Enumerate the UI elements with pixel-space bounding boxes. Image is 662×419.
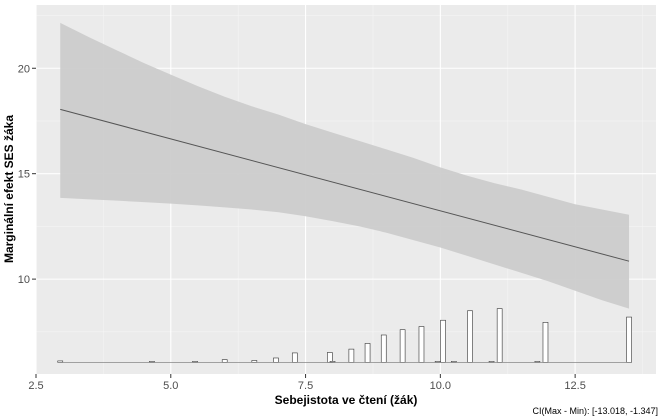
histogram-bar <box>291 352 298 363</box>
histogram-bar <box>364 343 371 363</box>
y-tick-label: 20 <box>18 63 30 75</box>
y-tick-label: 15 <box>18 169 30 181</box>
y-tick-label: 10 <box>18 274 30 286</box>
histogram-bar <box>380 334 387 363</box>
x-tick-label: 7.5 <box>298 380 313 392</box>
confidence-band <box>60 22 630 309</box>
histogram-bar <box>221 359 228 363</box>
histogram-bar <box>467 310 473 363</box>
y-axis-label: Marginální efekt SES žáka <box>2 115 16 263</box>
x-tick-label: 2.5 <box>28 380 43 392</box>
x-axis-label: Sebejistota ve čtení (žák) <box>275 393 418 407</box>
x-tick-label: 5.0 <box>163 380 178 392</box>
x-axis-ticks: 2.5 5.0 7.5 10.0 12.5 <box>28 374 586 392</box>
histogram-bar <box>399 329 406 363</box>
marginal-effect-line <box>60 108 630 262</box>
ci-annotation: CI(Max - Min): [-13.018, -1.347] <box>532 406 658 416</box>
histogram-bar <box>440 319 446 363</box>
histogram-bar <box>273 357 279 363</box>
y-axis-ticks: 10 15 20 <box>18 63 36 286</box>
x-tick-label: 12.5 <box>564 380 585 392</box>
x-tick-label: 10.0 <box>430 380 451 392</box>
histogram-bar <box>348 348 355 363</box>
histogram-bar <box>418 326 425 363</box>
histogram-bar <box>626 316 632 363</box>
histogram-bar <box>496 308 503 363</box>
histogram-bar <box>327 352 333 363</box>
histogram-bar <box>542 322 549 363</box>
